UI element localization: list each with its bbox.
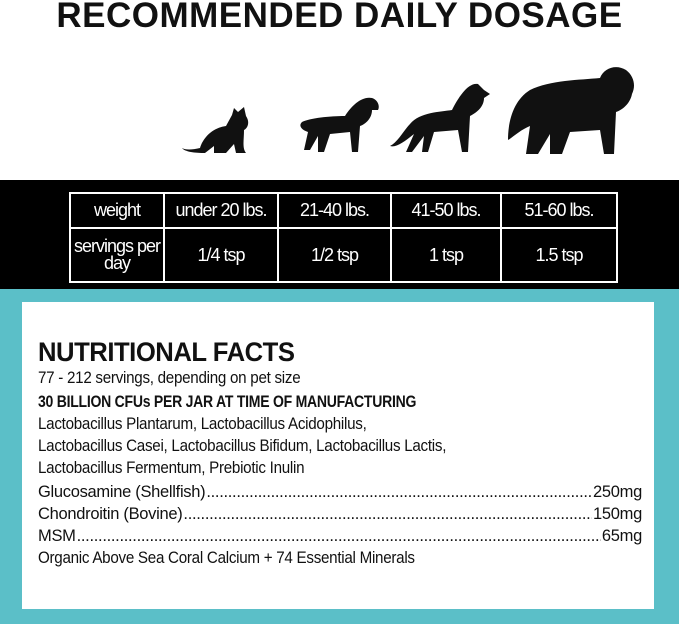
strain-line: Lactobacillus Fermentum, Prebiotic Inuli… — [38, 459, 305, 477]
page-title: RECOMMENDED DAILY DOSAGE — [56, 0, 623, 35]
servings-note: 77 - 212 servings, depending on pet size — [38, 369, 301, 387]
ingredient-amount: 250mg — [593, 483, 642, 501]
ingredient-name: MSM — [38, 527, 76, 545]
servings-row: servings per day 1/4 tsp 1/2 tsp 1 tsp 1… — [69, 227, 618, 283]
weight-cell: 21-40 lbs. — [277, 192, 392, 229]
weight-cell: 51-60 lbs. — [500, 192, 618, 229]
ingredient-row: Glucosamine (Shellfish) 250mg — [38, 481, 642, 503]
weight-row: weight under 20 lbs. 21-40 lbs. 41-50 lb… — [69, 192, 618, 229]
ingredient-amount: 65mg — [601, 527, 642, 545]
ingredient-name: Chondroitin (Bovine) — [38, 505, 183, 523]
weight-cell: under 20 lbs. — [163, 192, 279, 229]
medium-dog-icon — [390, 83, 490, 152]
servings-cell: 1.5 tsp — [500, 227, 618, 283]
servings-cell: 1/4 tsp — [163, 227, 279, 283]
ingredient-amount: 150mg — [593, 505, 642, 523]
cfu-line: 30 BILLION CFUs PER JAR AT TIME OF MANUF… — [38, 393, 417, 411]
row-header-servings: servings per day — [69, 227, 165, 283]
row-header-weight: weight — [69, 192, 165, 229]
servings-cell: 1/2 tsp — [277, 227, 392, 283]
nutrition-heading: NUTRITIONAL FACTS — [38, 337, 295, 367]
ingredient-row: MSM 65mg — [38, 525, 642, 547]
ingredient-row: Chondroitin (Bovine) 150mg — [38, 503, 642, 525]
minerals-line: Organic Above Sea Coral Calcium + 74 Ess… — [38, 549, 415, 567]
weight-cell: 41-50 lbs. — [390, 192, 502, 229]
large-dog-icon — [508, 67, 634, 154]
nutrition-card: NUTRITIONAL FACTS 77 - 212 servings, dep… — [22, 302, 654, 609]
dosage-table: weight under 20 lbs. 21-40 lbs. 41-50 lb… — [69, 192, 618, 283]
small-dog-icon — [300, 97, 379, 152]
servings-cell: 1 tsp — [390, 227, 502, 283]
animal-silhouettes — [182, 67, 634, 154]
strain-line: Lactobacillus Plantarum, Lactobacillus A… — [38, 415, 367, 433]
strain-line: Lactobacillus Casei, Lactobacillus Bifid… — [38, 437, 447, 455]
cat-icon — [182, 107, 249, 153]
ingredient-name: Glucosamine (Shellfish) — [38, 483, 206, 501]
